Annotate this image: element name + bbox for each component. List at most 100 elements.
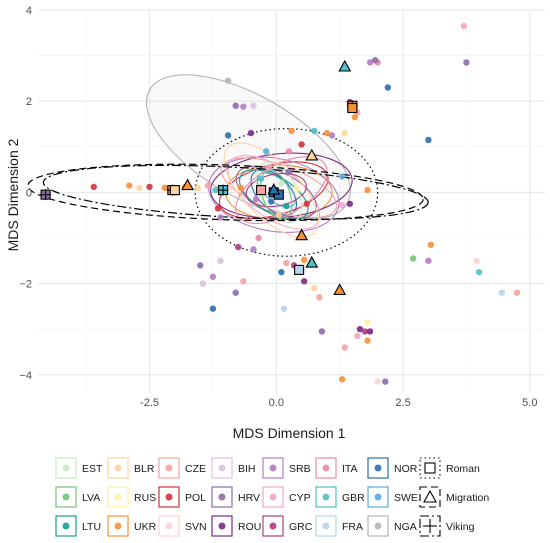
legend-item-viking: Viking [419,515,475,537]
point-blr [136,184,143,192]
point-rus [293,184,300,192]
point-rou [247,129,255,137]
point-pol [303,200,310,207]
point-rou [366,328,374,335]
point-nor [268,198,275,205]
legend-item-ita: ITA [315,457,358,479]
legend-key-box [419,486,441,508]
legend-key-dot [62,522,70,530]
point-nor [384,84,392,91]
y-tick-label: −4 [19,370,32,382]
point-srb [209,273,217,280]
point-pol [146,183,153,191]
point-srb [328,132,336,139]
ellipse-grc [245,172,307,208]
x-tick-label: 5.0 [522,397,537,409]
point-cze [316,294,323,301]
legend-label: Roman [446,463,480,475]
legend-item-pol: POL [158,486,206,508]
legend-label: CYP [289,492,311,504]
legend-item-roman: Roman [419,457,480,479]
point-hrv [318,328,326,335]
point-grc [361,328,369,335]
point-svn [473,257,480,264]
marker-migration [267,182,281,195]
point-rus [364,319,371,326]
point-svn [374,378,381,385]
marker-migration [333,283,347,295]
legend-item-hrv: HRV [211,486,260,508]
legend-item-cze: CZE [158,457,206,479]
legend-key-dot [62,493,70,501]
point-lva [409,255,417,262]
migration-triangle-mark [295,228,309,241]
legend-key-dot [114,493,122,501]
legend-item-srb: SRB [262,457,311,479]
legend-item-swe: SWE [367,486,418,508]
ellipse-lva [260,169,293,220]
legend-key-dot [322,522,330,530]
point-blr [311,284,318,292]
legend-item-ukr: UKR [107,515,157,537]
point-cze [204,182,212,189]
point-ukr [364,337,371,344]
point-nga [224,77,232,84]
point-hrv [371,56,379,64]
marker-migration [305,148,319,161]
roman-square-mark [273,189,284,200]
point-gbr [475,268,483,276]
point-srb [217,214,224,221]
legend-label: EST [82,463,103,475]
point-nor [209,305,217,312]
point-ukr [323,129,331,137]
legend-label: BLR [134,463,155,475]
point-pol [214,205,222,212]
legend-label: SRB [289,463,311,475]
marker-roman [294,264,305,275]
ellipse-viking [42,164,429,220]
point-ukr [339,376,346,383]
legend-item-rus: RUS [107,486,156,508]
point-nor [278,268,285,276]
point-hrv [232,289,239,296]
point-nor [425,136,432,144]
migration-triangle-mark [338,59,352,72]
legend-item-nga: NGA [367,515,417,537]
y-tick-label: 2 [26,96,32,108]
migration-triangle-mark [267,182,281,195]
legend-label: LTU [82,521,101,533]
legend-key-box [419,515,441,537]
point-blr [194,184,201,192]
point-hrv [285,168,293,176]
legend-label: NOR [394,463,418,475]
legend-label: ITA [342,463,358,475]
legend-key-dot [218,493,226,501]
legend-label: CZE [185,463,206,475]
point-rou [356,325,364,333]
point-ukr [237,184,244,192]
point-nor [224,132,232,139]
legend-key-dot [114,522,122,530]
legend-item-fra: FRA [315,515,363,537]
point-swe [262,148,270,155]
legend-item-gbr: GBR [315,486,365,508]
migration-triangle-mark [305,148,319,161]
point-swe [339,173,346,180]
point-pol [90,183,97,191]
point-hrv [382,378,389,385]
legend-key-dot [165,493,173,501]
roman-square-mark [294,264,305,275]
point-ltu [283,202,290,210]
legend-key-dot [374,493,382,501]
marker-roman [273,189,284,200]
x-tick-label: 0.0 [269,397,284,409]
legend-label: BIH [238,463,256,475]
legend-key-box [419,457,441,479]
legend-label: LVA [82,492,100,504]
grid-lines [38,9,545,393]
legend-item-blr: BLR [107,457,155,479]
point-fra [280,305,288,312]
legend-item-rou: ROU [211,515,261,537]
y-axis-title: MDS Dimension 2 [5,138,21,251]
